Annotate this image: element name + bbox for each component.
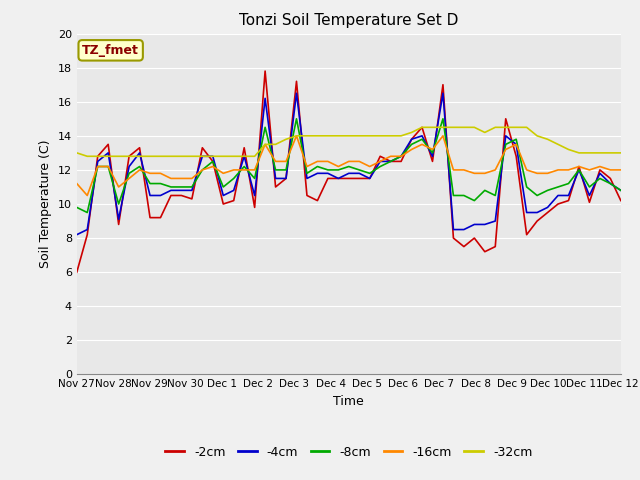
Legend: -2cm, -4cm, -8cm, -16cm, -32cm: -2cm, -4cm, -8cm, -16cm, -32cm xyxy=(160,441,538,464)
Text: TZ_fmet: TZ_fmet xyxy=(82,44,139,57)
Title: Tonzi Soil Temperature Set D: Tonzi Soil Temperature Set D xyxy=(239,13,458,28)
X-axis label: Time: Time xyxy=(333,395,364,408)
Y-axis label: Soil Temperature (C): Soil Temperature (C) xyxy=(39,140,52,268)
